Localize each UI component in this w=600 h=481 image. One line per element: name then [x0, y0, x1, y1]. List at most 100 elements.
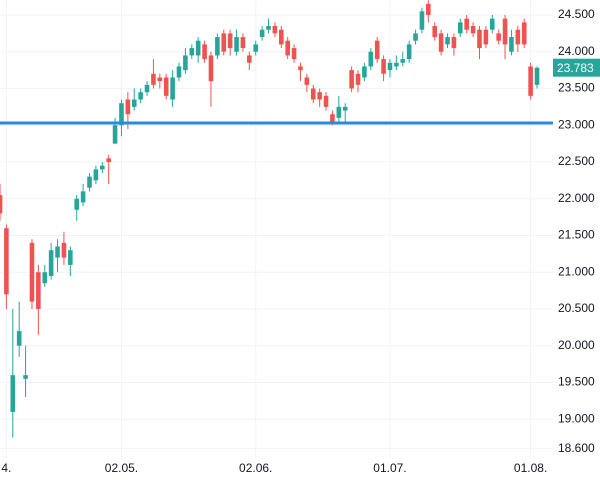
- candle-body: [355, 73, 361, 85]
- candle-body: [489, 18, 495, 30]
- candle-body: [125, 99, 131, 115]
- candle-body: [381, 59, 386, 74]
- candle-body: [221, 33, 227, 52]
- candle-body: [23, 375, 28, 379]
- x-tick-label: 01.07.: [373, 461, 406, 475]
- y-tick-label: 18.600: [558, 441, 595, 455]
- candle-body: [445, 37, 450, 45]
- candle-body: [176, 66, 182, 78]
- last-price-label: 23.783: [557, 61, 594, 75]
- candle-body: [240, 37, 246, 49]
- y-tick-label: 20.500: [558, 301, 595, 315]
- candle-body: [458, 22, 463, 34]
- y-tick-label: 21.000: [558, 264, 595, 278]
- candle-body: [406, 44, 412, 60]
- candle-body: [202, 44, 207, 60]
- candle-body: [285, 40, 290, 56]
- candle-body: [272, 26, 278, 34]
- candle-body: [266, 26, 271, 30]
- candle-body: [426, 3, 431, 15]
- candle-body: [36, 272, 41, 310]
- candle-body: [112, 125, 118, 144]
- candle-body: [310, 88, 316, 100]
- candle-body: [521, 22, 527, 45]
- candle-body: [10, 375, 16, 412]
- candle-body: [496, 33, 501, 41]
- candle-body: [336, 106, 342, 118]
- candle-body: [29, 242, 35, 302]
- candle-body: [234, 37, 239, 52]
- y-tick-label: 24.000: [558, 44, 595, 58]
- candle-body: [451, 37, 457, 49]
- candle-body: [477, 29, 482, 49]
- candle-body: [170, 77, 175, 100]
- candle-body: [215, 37, 220, 56]
- candle-body: [413, 33, 418, 41]
- candle-body: [253, 44, 259, 52]
- candle-body: [291, 48, 297, 60]
- candle-body: [68, 250, 73, 265]
- x-tick-label: 02.05.: [105, 461, 138, 475]
- candle-body: [387, 62, 393, 71]
- candle-body: [400, 59, 406, 63]
- candle-body: [502, 18, 508, 45]
- candle-body: [342, 106, 348, 111]
- candle-body: [509, 37, 514, 52]
- candle-body: [106, 158, 111, 163]
- y-tick-label: 21.500: [558, 228, 595, 242]
- candle-body: [438, 33, 444, 52]
- candle-body: [4, 228, 9, 295]
- candle-body: [42, 272, 48, 284]
- candle-body: [368, 51, 374, 67]
- candle-body: [144, 84, 150, 93]
- candle-body: [189, 48, 195, 56]
- candle-body: [55, 246, 60, 258]
- candle-body: [227, 33, 233, 49]
- x-tick-label: 01.08.: [514, 461, 547, 475]
- candle-body: [374, 40, 380, 60]
- candle-body: [362, 66, 367, 78]
- candle-body: [515, 29, 521, 45]
- candle-body: [87, 176, 92, 188]
- candle-body: [16, 331, 22, 346]
- candle-body: [0, 195, 3, 214]
- candle-body: [61, 242, 67, 258]
- candle-body: [119, 103, 124, 126]
- y-tick-label: 24.500: [558, 7, 595, 21]
- y-tick-label: 22.000: [558, 191, 595, 205]
- candle-body: [317, 92, 322, 100]
- candle-body: [183, 55, 188, 71]
- y-tick-label: 23.500: [558, 81, 595, 95]
- candle-body: [278, 29, 284, 45]
- candle-body: [528, 66, 533, 96]
- x-tick-label: 4.: [1, 461, 11, 475]
- candle-body: [323, 95, 329, 107]
- candle-body: [470, 26, 476, 34]
- candle-body: [419, 11, 425, 30]
- candle-body: [48, 250, 54, 276]
- candle-body: [157, 77, 163, 82]
- candle-body: [298, 66, 303, 71]
- candle-body: [74, 198, 80, 210]
- last-price-tag: [553, 58, 600, 77]
- y-tick-label: 20.000: [558, 338, 595, 352]
- candle-body: [464, 18, 469, 30]
- candle-body: [99, 165, 105, 170]
- candle-body: [349, 70, 354, 89]
- candle-body: [151, 73, 156, 85]
- candle-body: [432, 26, 438, 38]
- y-tick-label: 19.000: [558, 411, 595, 425]
- candle-body: [93, 169, 99, 181]
- x-tick-label: 02.06.: [239, 461, 272, 475]
- candle-body: [394, 62, 399, 67]
- candle-body: [330, 114, 335, 122]
- candle-body: [138, 92, 143, 100]
- candle-body: [304, 77, 310, 85]
- y-tick-label: 22.500: [558, 154, 595, 168]
- candle-body: [483, 29, 489, 45]
- candle-body: [534, 67, 540, 85]
- candle-body: [208, 55, 214, 82]
- candle-body: [195, 40, 201, 56]
- candle-body: [247, 55, 252, 63]
- y-tick-label: 19.500: [558, 375, 595, 389]
